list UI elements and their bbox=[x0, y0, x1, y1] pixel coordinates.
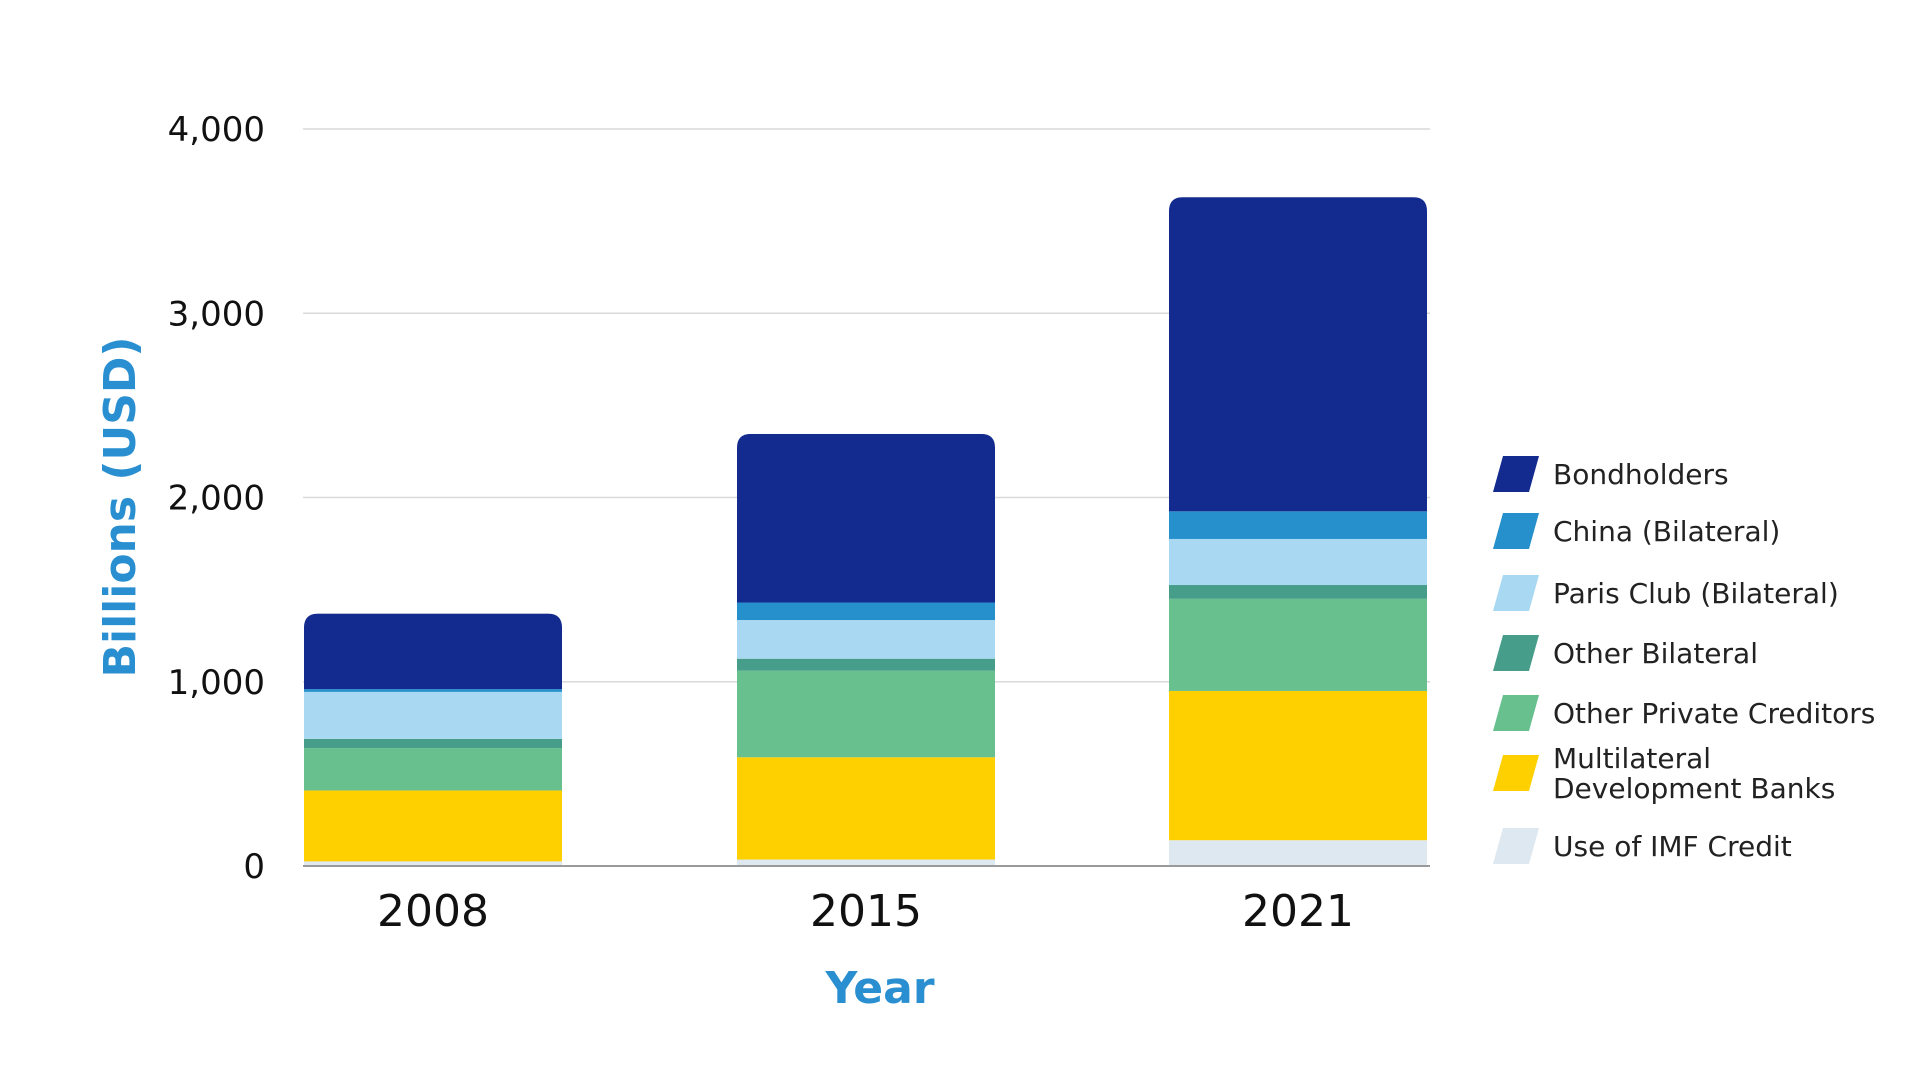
y-tick-label: 4,000 bbox=[168, 110, 265, 150]
legend-item: China (Bilateral) bbox=[1493, 513, 1780, 549]
bar-segment-china-bilateral-2021 bbox=[1169, 511, 1427, 539]
legend-label: Other Bilateral bbox=[1553, 637, 1758, 670]
bar-stack-2015 bbox=[737, 433, 995, 866]
x-tick-label: 2015 bbox=[810, 886, 922, 937]
bars bbox=[304, 197, 1427, 866]
legend-swatch bbox=[1493, 575, 1539, 611]
bar-segment-other-private-creditors-2008 bbox=[304, 748, 562, 791]
legend-item: Paris Club (Bilateral) bbox=[1493, 575, 1839, 611]
legend-item: Other Private Creditors bbox=[1493, 695, 1875, 731]
bar-segment-other-private-creditors-2021 bbox=[1169, 598, 1427, 691]
legend-item: Use of IMF Credit bbox=[1493, 828, 1792, 864]
y-axis-ticks: 0 1,000 2,000 3,000 4,000 bbox=[168, 110, 265, 887]
bar-segment-bondholders-2015 bbox=[737, 433, 995, 603]
bar-segment-china-bilateral-2015 bbox=[737, 602, 995, 621]
y-tick-label: 0 bbox=[243, 847, 265, 887]
bar-segment-paris-club-bilateral-2015 bbox=[737, 620, 995, 659]
x-axis-title: Year bbox=[824, 963, 934, 1014]
bar-stack-2021 bbox=[1169, 197, 1427, 866]
legend-label: China (Bilateral) bbox=[1553, 515, 1780, 548]
bar-segment-use-of-imf-credit-2008 bbox=[304, 861, 562, 866]
legend-label: Use of IMF Credit bbox=[1553, 830, 1792, 863]
legend-label: Paris Club (Bilateral) bbox=[1553, 577, 1839, 610]
x-axis-ticks: 2008 2015 2021 bbox=[377, 886, 1354, 937]
bar-segment-other-bilateral-2008 bbox=[304, 738, 562, 749]
bar-segment-other-bilateral-2021 bbox=[1169, 585, 1427, 599]
legend-swatch bbox=[1493, 635, 1539, 671]
bar-segment-bondholders-2008 bbox=[304, 613, 562, 690]
bar-segment-bondholders-2021 bbox=[1169, 197, 1427, 512]
x-tick-label: 2021 bbox=[1242, 886, 1354, 937]
bar-segment-paris-club-bilateral-2021 bbox=[1169, 538, 1427, 586]
legend-swatch bbox=[1493, 513, 1539, 549]
legend-label: Bondholders bbox=[1553, 458, 1729, 491]
y-tick-label: 1,000 bbox=[168, 663, 265, 703]
bar-segment-multilateral-development-banks-2008 bbox=[304, 790, 562, 862]
bar-segment-multilateral-development-banks-2015 bbox=[737, 757, 995, 860]
legend: Bondholders China (Bilateral) Paris Club (… bbox=[1493, 456, 1875, 864]
legend-swatch bbox=[1493, 828, 1539, 864]
bar-segment-china-bilateral-2008 bbox=[304, 689, 562, 692]
bar-stack-2008 bbox=[304, 613, 562, 866]
legend-label: Multilateral Development Banks bbox=[1553, 742, 1835, 805]
bar-segment-use-of-imf-credit-2015 bbox=[737, 859, 995, 866]
bar-segment-other-bilateral-2015 bbox=[737, 658, 995, 671]
bar-segment-other-private-creditors-2015 bbox=[737, 670, 995, 758]
bar-segment-paris-club-bilateral-2008 bbox=[304, 691, 562, 739]
legend-item: Bondholders bbox=[1493, 456, 1729, 492]
x-tick-label: 2008 bbox=[377, 886, 489, 937]
legend-swatch bbox=[1493, 456, 1539, 492]
bar-segment-multilateral-development-banks-2021 bbox=[1169, 690, 1427, 841]
legend-swatch bbox=[1493, 695, 1539, 731]
y-axis-title: Billions (USD) bbox=[95, 336, 146, 677]
y-tick-label: 3,000 bbox=[168, 294, 265, 334]
bar-segment-use-of-imf-credit-2021 bbox=[1169, 840, 1427, 866]
legend-label: Other Private Creditors bbox=[1553, 697, 1875, 730]
legend-swatch bbox=[1493, 755, 1539, 791]
legend-item: Other Bilateral bbox=[1493, 635, 1758, 671]
legend-item: Multilateral Development Banks bbox=[1493, 742, 1835, 805]
y-tick-label: 2,000 bbox=[168, 479, 265, 519]
